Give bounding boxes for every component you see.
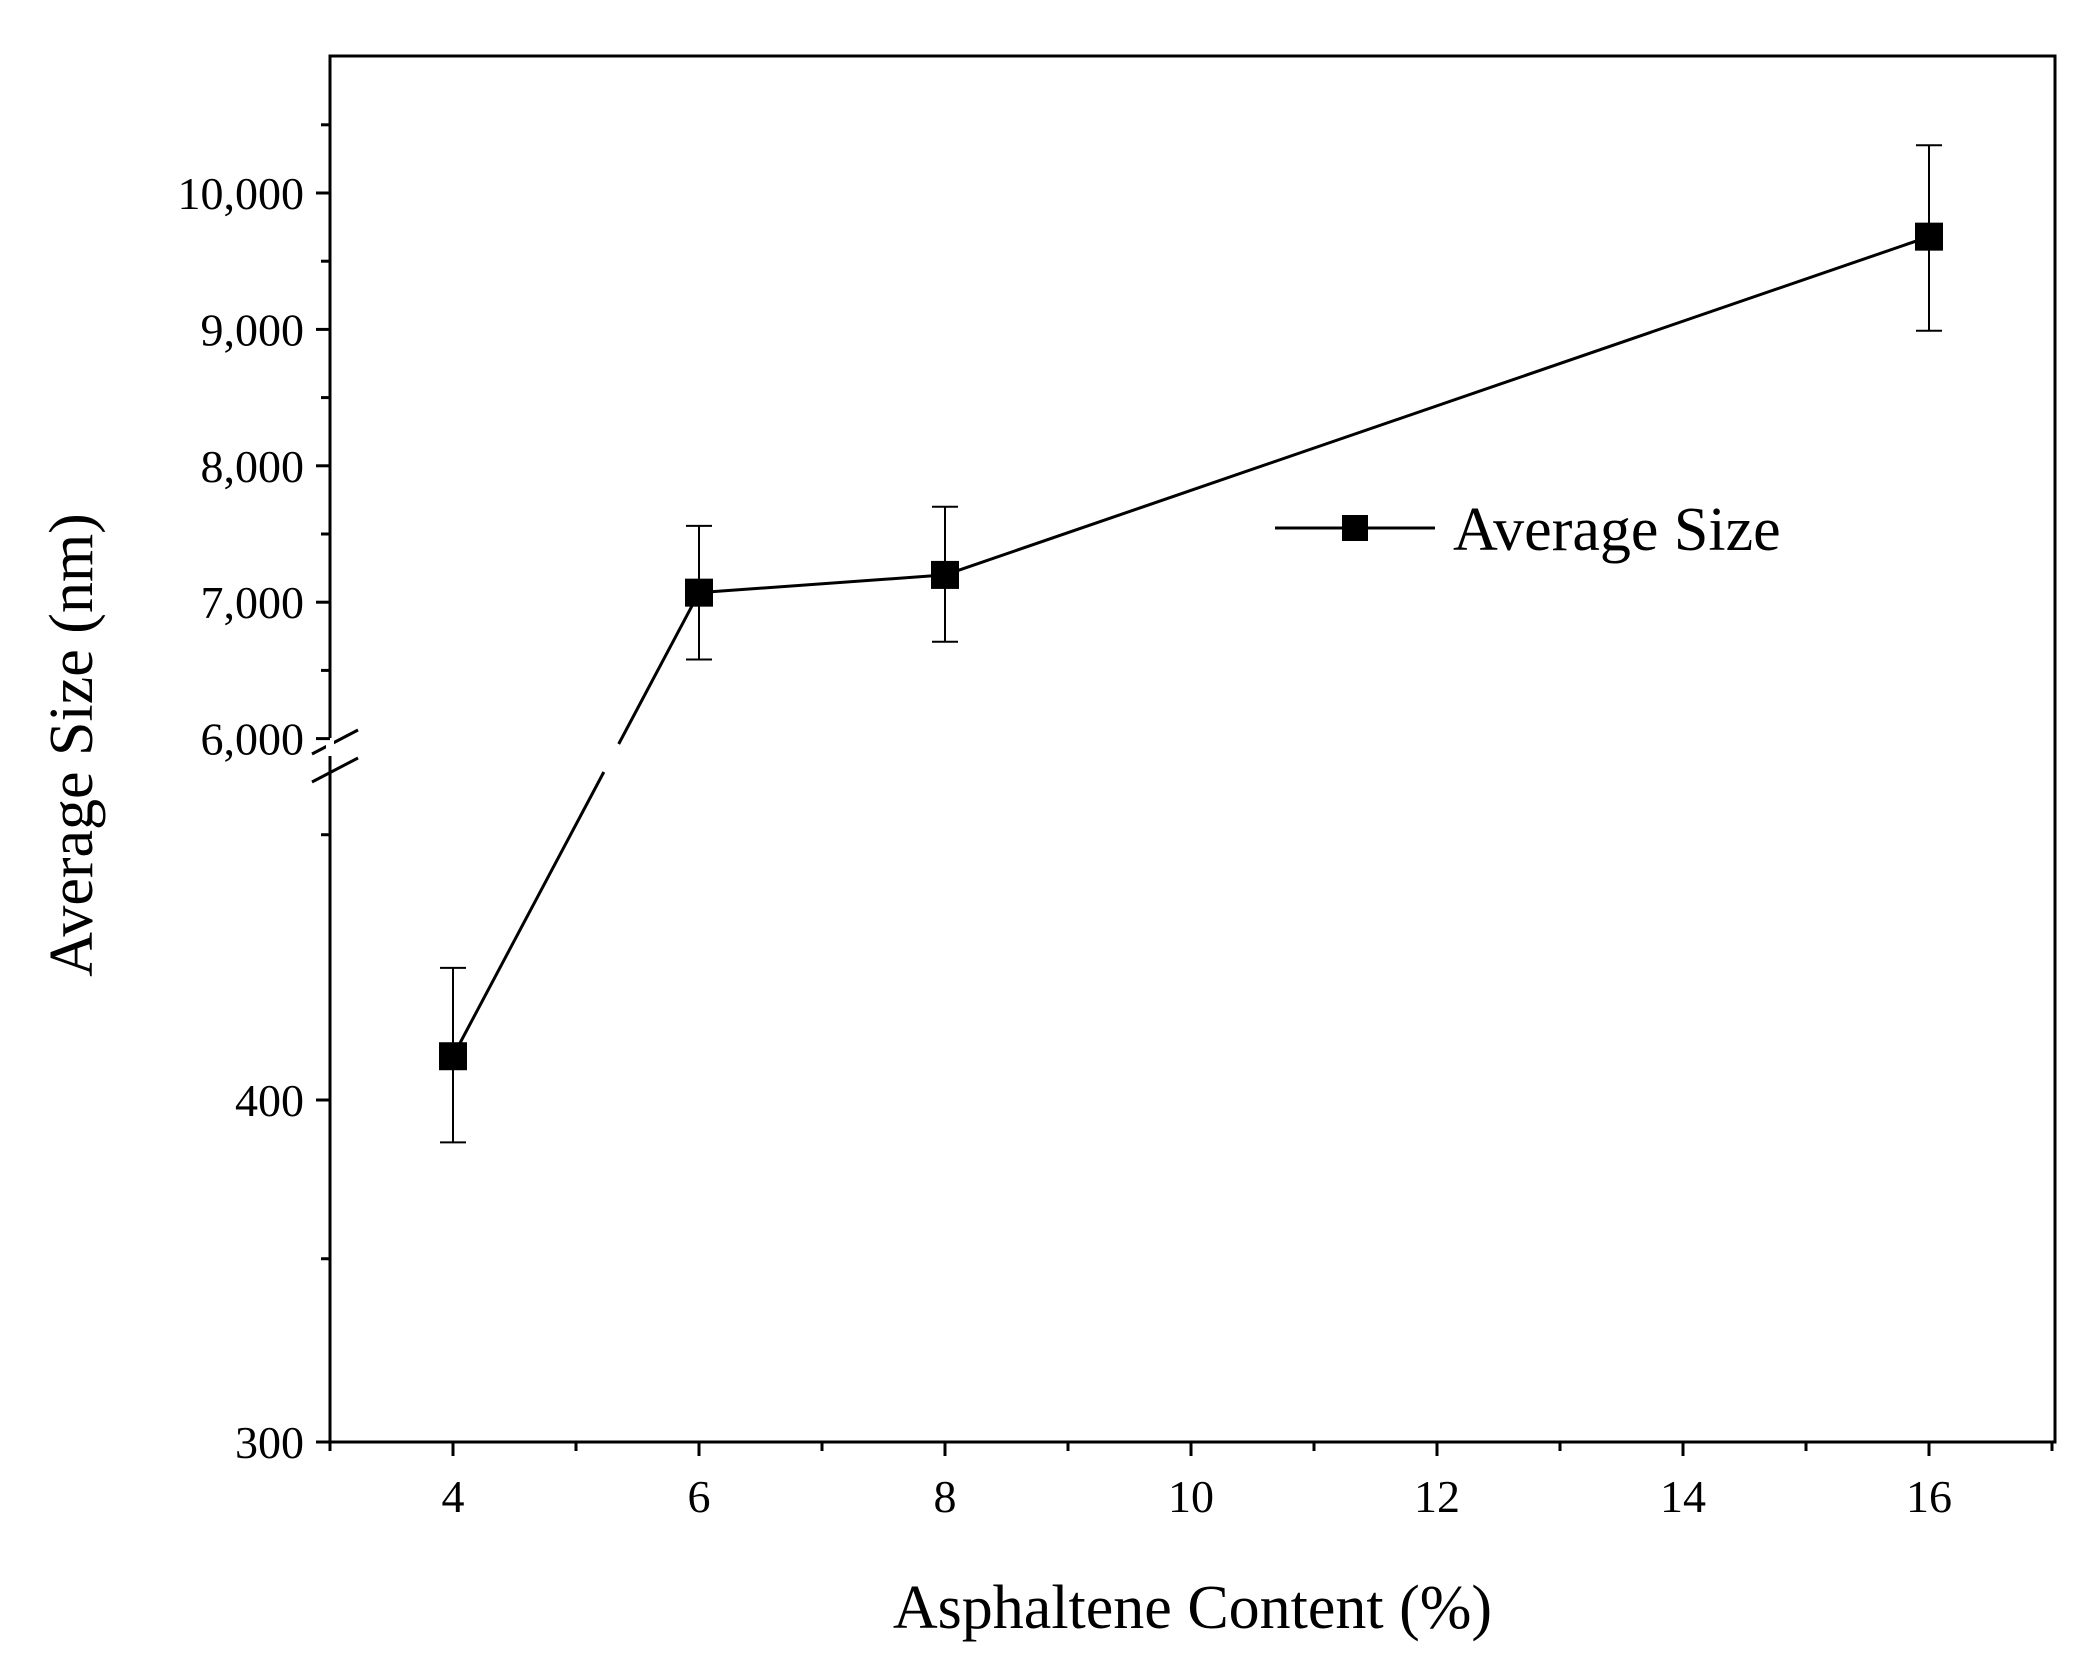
y-axis-title: Average Size (nm): [38, 513, 106, 977]
x-axis-title: Asphaltene Content (%): [893, 1574, 1492, 1642]
y-tick-label: 9,000: [201, 304, 305, 355]
y-tick-label: 300: [235, 1417, 304, 1468]
x-tick-label: 14: [1660, 1471, 1706, 1522]
x-tick-label: 4: [442, 1471, 465, 1522]
legend-marker: [1342, 515, 1368, 541]
x-tick-label: 6: [688, 1471, 711, 1522]
x-tick-label: 8: [934, 1471, 957, 1522]
data-point-marker: [685, 578, 713, 607]
axis-break-mark: [311, 728, 359, 756]
legend-label: Average Size: [1453, 496, 1781, 564]
y-tick-label: 6,000: [201, 714, 305, 765]
y-tick-label: 400: [235, 1075, 304, 1126]
x-tick-label: 12: [1414, 1471, 1460, 1522]
series-line-segment: [944, 235, 1930, 577]
data-point-marker: [1915, 222, 1943, 251]
y-tick-label: 8,000: [201, 441, 305, 492]
series-line-segment: [617, 591, 701, 745]
plot-frame: [328, 54, 2057, 1444]
data-point-marker: [931, 560, 959, 589]
y-tick-label: 7,000: [201, 577, 305, 628]
y-tick-label: 10,000: [178, 168, 305, 219]
series-line-segment: [698, 573, 946, 595]
axis-break-mark: [311, 756, 359, 784]
axis-break-gap: [326, 738, 334, 756]
x-tick-label: 16: [1906, 1471, 1952, 1522]
x-tick-label: 10: [1168, 1471, 1214, 1522]
series-line-segment: [451, 771, 606, 1057]
data-point-marker: [439, 1042, 467, 1071]
